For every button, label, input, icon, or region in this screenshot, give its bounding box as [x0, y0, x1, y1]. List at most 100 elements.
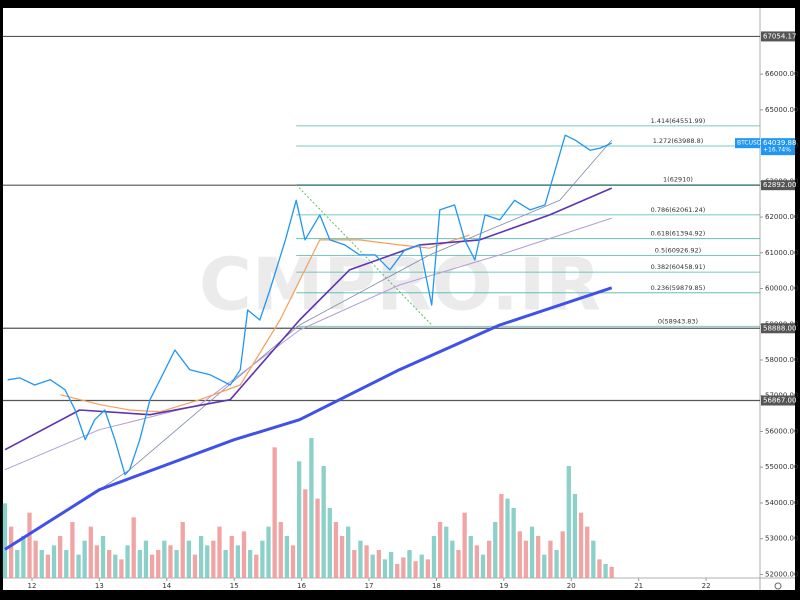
x-tick-label: 13 — [95, 582, 104, 590]
series-line — [4, 217, 612, 471]
level-label-box — [761, 180, 795, 191]
level-label-box — [761, 31, 795, 42]
volume-bar — [119, 559, 124, 578]
level-label: 56867.00 — [763, 396, 796, 404]
volume-bar — [76, 554, 81, 578]
fib-label: 0.5(60926.92) — [655, 246, 701, 254]
volume-bar — [480, 554, 486, 578]
volume-bar — [413, 561, 418, 578]
volume-bar — [174, 550, 179, 578]
volume-bar — [346, 526, 351, 578]
volume-bar — [58, 536, 63, 578]
volume-bar — [113, 554, 118, 578]
volume-bar — [254, 554, 259, 578]
volume-bar — [297, 461, 302, 578]
volume-bar — [51, 545, 57, 578]
volume-bar — [162, 540, 167, 578]
volume-bar — [88, 526, 93, 578]
volume-bar — [431, 536, 437, 578]
volume-bar — [554, 550, 559, 578]
series-line — [4, 286, 613, 551]
volume-bar — [425, 559, 430, 578]
volume-bar — [15, 550, 20, 578]
series-line — [60, 234, 470, 413]
volume-bar — [131, 517, 136, 578]
fib-label: 1.414(64551.99) — [651, 117, 706, 125]
background — [3, 8, 795, 590]
y-tick-label: 61000.00 — [765, 249, 798, 257]
volume-bar — [511, 508, 516, 578]
y-tick-label: 60000.00 — [765, 285, 798, 293]
y-tick-label: 65000.00 — [765, 106, 798, 114]
volume-bar — [437, 522, 443, 578]
volume-bar — [462, 512, 467, 578]
level-label: 58888.00 — [763, 324, 796, 332]
volume-bar — [278, 522, 283, 578]
volume-bar — [327, 508, 332, 578]
volume-bar — [192, 554, 198, 578]
volume-bar — [309, 438, 314, 578]
volume-bar — [70, 522, 75, 578]
volume-bar — [370, 554, 375, 578]
volume-bar — [180, 522, 185, 578]
settings-icon[interactable] — [774, 582, 782, 590]
volume-bar — [542, 554, 547, 578]
volume-bar — [529, 526, 535, 578]
volume-bar — [450, 540, 455, 578]
x-tick-label: 12 — [28, 582, 37, 590]
volume-bar — [468, 536, 473, 578]
volume-bar — [444, 526, 449, 578]
volume-bar — [266, 526, 271, 578]
x-tick-label: 15 — [230, 582, 239, 590]
volume-bar — [198, 536, 204, 578]
level-label-box — [761, 323, 795, 334]
volume-bar — [493, 522, 498, 578]
fib-label: 0(58943.83) — [658, 317, 698, 325]
volume-bar — [566, 466, 571, 578]
volume-bar — [223, 550, 228, 578]
volume-bar — [358, 540, 363, 578]
last-price: 64039.88 — [763, 139, 796, 147]
volume-bar — [609, 566, 614, 578]
level-label: 62892.00 — [763, 181, 796, 189]
volume-bar — [211, 540, 216, 578]
volume-bar — [486, 540, 492, 578]
volume-bar — [100, 536, 106, 578]
volume-bar — [156, 550, 161, 578]
volume-bar — [27, 512, 32, 578]
volume-bar — [235, 545, 241, 578]
volume-bar — [94, 545, 100, 578]
volume-bar — [419, 554, 424, 578]
volume-bar — [45, 554, 51, 578]
symbol-box — [735, 138, 760, 149]
y-tick-label: 53000.00 — [765, 535, 798, 543]
volume-bar — [107, 550, 112, 578]
volume-bar — [284, 536, 290, 578]
volume-bar — [303, 489, 308, 578]
fib-label: 0.786(62061.24) — [651, 206, 706, 214]
volume-bar — [149, 554, 155, 578]
volume-bar — [125, 545, 130, 578]
volume-bar — [143, 540, 149, 578]
volume-bar — [168, 545, 173, 578]
volume-bar — [333, 522, 339, 578]
x-tick-label: 21 — [634, 582, 643, 590]
x-tick-label: 18 — [432, 582, 441, 590]
volume-bar — [517, 531, 522, 578]
x-tick-label: 19 — [499, 582, 508, 590]
volume-bar — [290, 545, 296, 578]
volume-bar — [591, 540, 596, 578]
change: +16.74% — [763, 147, 791, 154]
series-line — [4, 187, 613, 451]
volume-bar — [137, 550, 142, 578]
volume-bar — [247, 550, 253, 578]
x-tick-label: 20 — [567, 582, 576, 590]
x-tick-label: 14 — [162, 582, 171, 590]
volume-bar — [315, 498, 320, 578]
volume-bar — [82, 540, 87, 578]
volume-bar — [364, 545, 369, 578]
volume-bar — [597, 559, 602, 578]
price-box — [761, 138, 795, 156]
